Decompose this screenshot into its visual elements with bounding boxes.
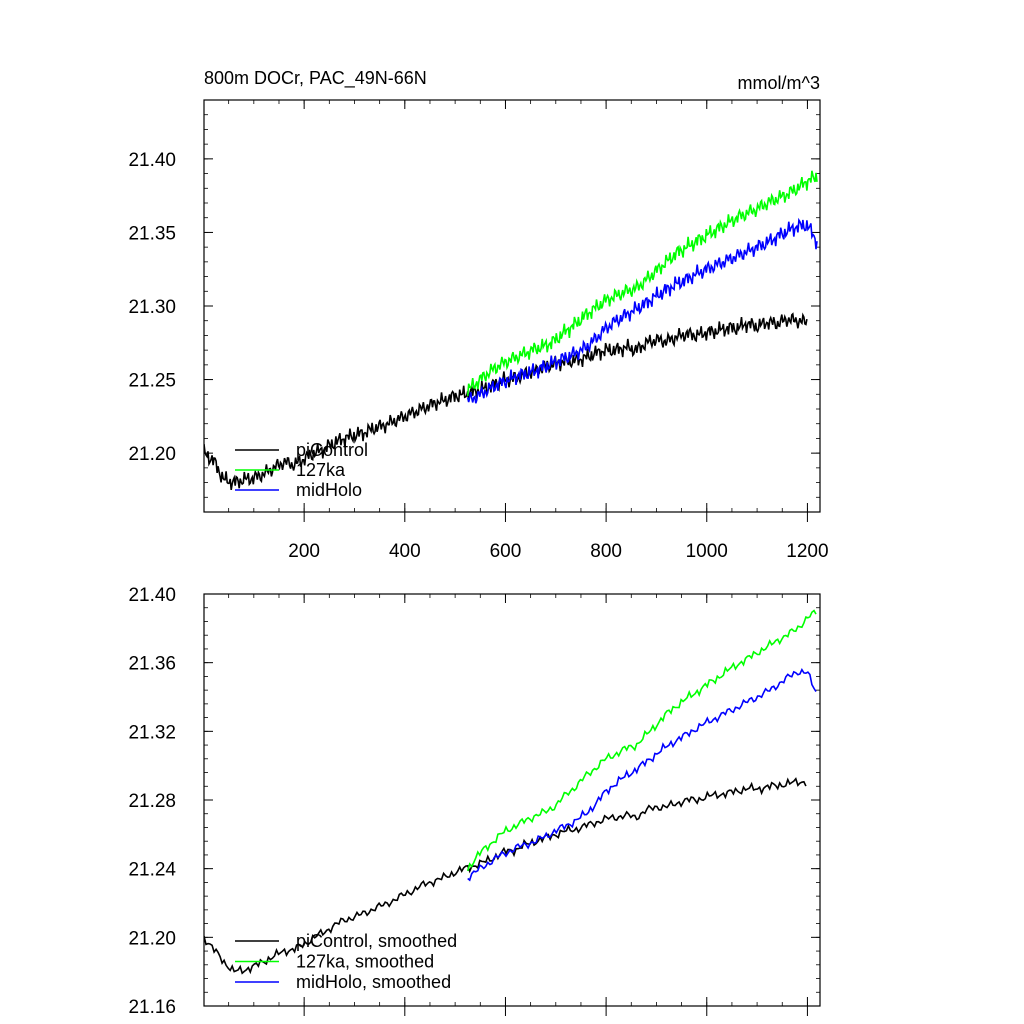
legend-label: midHolo <box>296 480 362 500</box>
y-tick-label: 21.24 <box>128 860 176 881</box>
y-tick-label: 21.25 <box>128 371 176 392</box>
units-label: mmol/m^3 <box>738 73 820 93</box>
bottom-series-group <box>204 609 817 975</box>
series-line-127ka <box>466 609 817 872</box>
y-tick-label: 21.20 <box>128 928 176 949</box>
top-series-group <box>204 170 818 491</box>
y-tick-label: 21.20 <box>128 444 176 465</box>
y-tick-label: 21.28 <box>128 791 176 812</box>
legend-label: piControl, smoothed <box>296 931 457 951</box>
bottom-plot-frame <box>203 593 821 1007</box>
x-tick-label: 400 <box>389 541 421 562</box>
series-line-midholo <box>467 668 817 882</box>
y-tick-label: 21.16 <box>128 997 176 1018</box>
top-plot-frame <box>203 99 821 513</box>
legend-label: 127ka, smoothed <box>296 952 434 972</box>
y-tick-label: 21.36 <box>128 654 176 675</box>
bottom-tick-labels: 21.16 21.20 21.24 21.28 21.32 21.36 21.40 <box>128 585 176 1018</box>
series-line-picontrol <box>204 777 807 975</box>
y-tick-label: 21.40 <box>128 585 176 606</box>
x-tick-label: 1200 <box>786 541 828 562</box>
x-tick-label: 600 <box>490 541 522 562</box>
series-line-picontrol <box>204 312 808 491</box>
chart-top-panel: 800m DOCr, PAC_49N-66N mmol/m^3 21.2021.… <box>128 68 828 562</box>
top-tick-labels: 21.20 21.25 21.30 21.35 21.40 200 400 600 800 100… <box>128 150 828 562</box>
y-tick-label: 21.30 <box>128 297 176 318</box>
y-tick-label: 21.32 <box>128 722 176 743</box>
series-line-127ka <box>466 170 818 396</box>
y-tick-label: 21.35 <box>128 223 176 244</box>
legend-label: midHolo, smoothed <box>296 972 451 992</box>
chart-bottom-panel: 21.16 21.20 21.24 21.28 21.32 21.36 21.40 piCo… <box>128 585 821 1018</box>
y-tick-label: 21.40 <box>128 150 176 171</box>
legend-label: piControl <box>296 440 368 460</box>
series-line-midholo <box>466 217 818 404</box>
chart-title: 800m DOCr, PAC_49N-66N <box>204 68 427 89</box>
x-tick-label: 200 <box>288 541 320 562</box>
top-axes-ticks <box>204 99 820 522</box>
legend-label: 127ka <box>296 460 346 480</box>
x-tick-label: 1000 <box>686 541 728 562</box>
x-tick-label: 800 <box>590 541 622 562</box>
